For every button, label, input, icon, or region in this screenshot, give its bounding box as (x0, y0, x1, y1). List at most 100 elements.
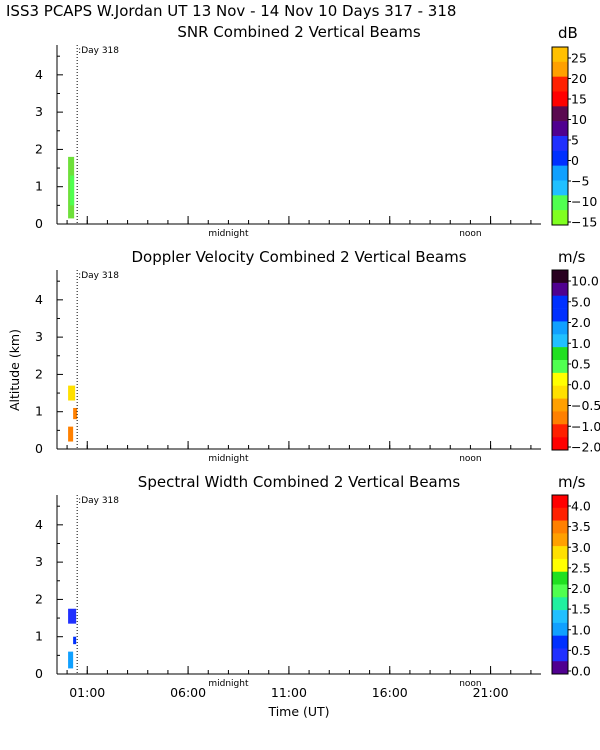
colorbar-tick-label: −0.5 (571, 398, 600, 413)
colorbar-swatch (552, 610, 568, 624)
colorbar-tick-label: 25 (571, 51, 587, 66)
y-tick-label: 3 (35, 329, 43, 344)
day-label: :Day 318 (78, 496, 119, 506)
colorbar-swatch (552, 270, 568, 284)
data-cell (68, 651, 74, 669)
colorbar-tick-label: 4.0 (571, 499, 591, 514)
colorbar-tick-label: 3.5 (571, 519, 591, 534)
y-tick-label: 4 (35, 517, 43, 532)
x-tick-label: 21:00 (473, 685, 509, 700)
colorbar-unit: dB (558, 24, 578, 42)
colorbar-swatch (552, 635, 568, 649)
colorbar-tick-label: −5 (571, 174, 589, 189)
colorbar-swatch (552, 520, 568, 534)
colorbar-frame (551, 269, 569, 451)
colorbar-swatch (552, 597, 568, 611)
x-tick-label: 01:00 (69, 685, 105, 700)
colorbar-tick-label: 0.0 (571, 377, 591, 392)
panel-title: SNR Combined 2 Vertical Beams (177, 23, 420, 41)
time-marker-label: midnight (208, 229, 249, 239)
colorbar-tick-label: 20 (571, 71, 587, 86)
colorbar-tick-label: −15 (571, 215, 597, 230)
y-tick-label: 0 (35, 216, 43, 231)
colorbar-swatch (552, 282, 568, 297)
colorbar-swatch (552, 121, 568, 137)
colorbar-swatch (552, 165, 568, 181)
data-cell (68, 608, 77, 624)
colorbar-swatch (552, 61, 568, 77)
colorbar-tick-label: 0.5 (571, 643, 591, 658)
colorbar-swatch (552, 411, 568, 425)
colorbar-tick-label: −2.0 (571, 440, 600, 455)
colorbar-tick-label: 15 (571, 92, 587, 107)
colorbar-swatch (552, 424, 568, 438)
y-tick-label: 4 (35, 67, 43, 82)
colorbar-frame (551, 494, 569, 675)
y-tick-label: 2 (35, 366, 43, 381)
colorbar-tick-label: 5.0 (571, 294, 591, 309)
y-tick-label: 1 (35, 629, 43, 644)
colorbar-swatch (552, 180, 568, 196)
time-marker-label: midnight (208, 454, 249, 464)
colorbar-swatch (552, 571, 568, 585)
colorbar-swatch (552, 437, 568, 451)
colorbar-swatch (552, 91, 568, 107)
colorbar-tick-label: −1.0 (571, 419, 600, 434)
data-cell (70, 175, 75, 206)
y-tick-label: 4 (35, 292, 43, 307)
colorbar-swatch (552, 495, 568, 509)
time-marker-label: midnight (208, 679, 249, 689)
figure-title: ISS3 PCAPS W.Jordan UT 13 Nov - 14 Nov 1… (6, 2, 456, 20)
colorbar-swatch (552, 321, 568, 335)
data-cell (73, 636, 77, 645)
colorbar-swatch (552, 106, 568, 122)
colorbar-tick-label: 10 (571, 112, 587, 127)
panel-title: Doppler Velocity Combined 2 Vertical Bea… (131, 248, 466, 266)
x-axis-label: Time (UT) (267, 704, 329, 719)
y-tick-label: 1 (35, 404, 43, 419)
colorbar-tick-label: 1.0 (571, 622, 591, 637)
time-marker-label: noon (459, 679, 481, 689)
colorbar-swatch (552, 47, 568, 63)
colorbar-tick-label: 0.5 (571, 357, 591, 372)
colorbar-swatch (552, 195, 568, 211)
y-axis-label: Altitude (km) (7, 329, 22, 411)
y-tick-label: 1 (35, 179, 43, 194)
colorbar-tick-label: 5 (571, 133, 579, 148)
colorbar-tick-label: 3.0 (571, 540, 591, 555)
colorbar-swatch (552, 622, 568, 636)
y-tick-label: 2 (35, 591, 43, 606)
panel-title: Spectral Width Combined 2 Vertical Beams (138, 473, 461, 491)
colorbar-swatch (552, 347, 568, 361)
colorbar-swatch (552, 372, 568, 387)
colorbar-swatch (552, 150, 568, 166)
colorbar-tick-label: 2.0 (571, 315, 591, 330)
colorbar-3: 4.0 3.5 3.0 2.5 2.0 1.5 1.0 0.5 0.0 m/s (551, 473, 591, 679)
day-label: :Day 318 (78, 46, 119, 56)
colorbar-swatch (552, 533, 568, 547)
data-cell (68, 426, 74, 442)
colorbar-swatch (552, 661, 568, 675)
colorbar-tick-label: 1.0 (571, 336, 591, 351)
colorbar-unit: m/s (558, 473, 586, 491)
colorbar-swatch (552, 76, 568, 92)
x-tick-label: 11:00 (271, 685, 307, 700)
y-tick-label: 3 (35, 104, 43, 119)
colorbar-swatch (552, 210, 568, 226)
y-tick-label: 3 (35, 554, 43, 569)
colorbar-tick-label: 0 (571, 153, 579, 168)
colorbar-frame (551, 46, 569, 226)
y-tick-label: 0 (35, 441, 43, 456)
colorbar-tick-label: 10.0 (571, 274, 599, 289)
colorbar-unit: m/s (558, 248, 586, 266)
colorbar-tick-label: 2.5 (571, 560, 591, 575)
colorbar-tick-label: 0.0 (571, 664, 591, 679)
time-marker-label: noon (459, 454, 481, 464)
panel-2: Doppler Velocity Combined 2 Vertical Bea… (35, 248, 600, 464)
panels: SNR Combined 2 Vertical Beams :Day 318 0 1 2… (35, 23, 600, 700)
colorbar-tick-label: −10 (571, 194, 597, 209)
colorbar-swatch (552, 308, 568, 322)
x-tick-label: 16:00 (372, 685, 408, 700)
colorbar-swatch (552, 385, 568, 399)
